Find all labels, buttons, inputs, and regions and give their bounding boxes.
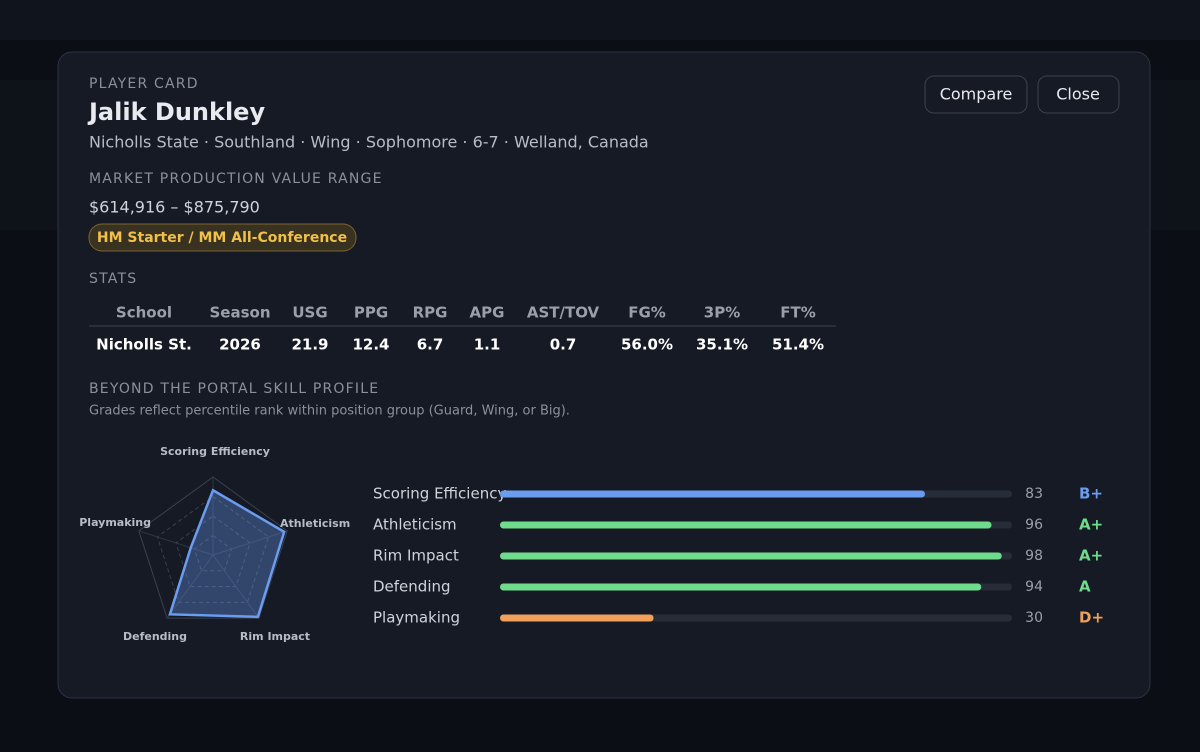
skill-value: 94 — [1025, 579, 1043, 595]
bar — [500, 521, 992, 529]
skill-value: 96 — [1025, 517, 1043, 533]
skill-name: Playmaking — [373, 609, 460, 627]
close-button[interactable] — [1037, 75, 1120, 114]
table-cell: Nicholls St. — [96, 336, 192, 354]
section-note: Grades reflect percentile rank within po… — [89, 404, 570, 419]
radar-label: Defending — [123, 630, 187, 643]
skill-name: Rim Impact — [373, 547, 459, 565]
radar-spoke — [212, 554, 260, 619]
table-header: School — [116, 304, 172, 322]
radar-ring — [156, 495, 270, 603]
section-title: STATS — [89, 271, 137, 287]
skill-grade: A+ — [1079, 516, 1103, 534]
bar — [500, 490, 925, 498]
table-cell: 6.7 — [417, 336, 444, 354]
radar-ring — [193, 534, 233, 572]
table-header: USG — [292, 304, 327, 322]
player-name: Jalik Dunkley — [87, 98, 265, 126]
value-range: $614,916 – $875,790 — [89, 198, 260, 217]
modal — [57, 51, 1151, 699]
radar-area — [168, 488, 286, 619]
table-cell: 12.4 — [352, 336, 389, 354]
bar — [500, 614, 654, 622]
table-cell: 1.1 — [474, 336, 501, 354]
radar-ring — [175, 515, 251, 588]
skill-value: 30 — [1025, 610, 1043, 626]
kicker: PLAYER CARD — [89, 76, 199, 92]
table-header: FG% — [628, 304, 666, 322]
skill-name: Athleticism — [373, 516, 457, 534]
skill-value: 98 — [1025, 548, 1043, 564]
compare-button[interactable] — [924, 75, 1028, 114]
table-cell: 51.4% — [772, 336, 824, 354]
skill-grade: A — [1079, 578, 1091, 596]
player-subtitle: Nicholls State · Southland · Wing · Soph… — [89, 133, 649, 152]
radar-label: Athleticism — [280, 517, 350, 530]
close-label[interactable]: Close — [1056, 85, 1100, 104]
radar-spoke — [138, 530, 214, 556]
table-cell: 0.7 — [550, 336, 577, 354]
blurred-toolbar — [0, 0, 1200, 40]
skill-value: 83 — [1025, 486, 1043, 502]
skill-grade: D+ — [1079, 609, 1104, 627]
skill-grade: B+ — [1079, 485, 1103, 503]
skill-name: Defending — [373, 578, 451, 596]
skill-name: Scoring Efficiency — [373, 485, 506, 503]
table-header: PPG — [354, 304, 388, 322]
table-cell: 35.1% — [696, 336, 748, 354]
bar — [500, 583, 982, 591]
table-header: AST/TOV — [527, 304, 600, 322]
table-header: FT% — [780, 304, 816, 322]
table-cell: 21.9 — [291, 336, 328, 354]
radar-ring — [138, 476, 288, 619]
table-cell: 56.0% — [621, 336, 673, 354]
radar-label: Rim Impact — [240, 630, 310, 643]
badge-label: HM Starter / MM All-Conference — [97, 230, 347, 246]
table-header: 3P% — [704, 304, 740, 322]
skill-grade: A+ — [1079, 547, 1103, 565]
table-header: RPG — [413, 304, 448, 322]
badge — [88, 223, 357, 252]
radar-spoke — [212, 530, 288, 556]
section-title: BEYOND THE PORTAL SKILL PROFILE — [89, 381, 379, 397]
compare-label[interactable]: Compare — [940, 85, 1013, 104]
radar-spoke — [166, 554, 214, 619]
table-header: Season — [209, 304, 270, 322]
bar — [500, 552, 1002, 560]
table-header: APG — [470, 304, 505, 322]
radar-label: Playmaking — [79, 516, 151, 529]
table-cell: 2026 — [219, 336, 261, 354]
radar-label: Scoring Efficiency — [160, 445, 270, 458]
section-title: MARKET PRODUCTION VALUE RANGE — [89, 171, 383, 187]
